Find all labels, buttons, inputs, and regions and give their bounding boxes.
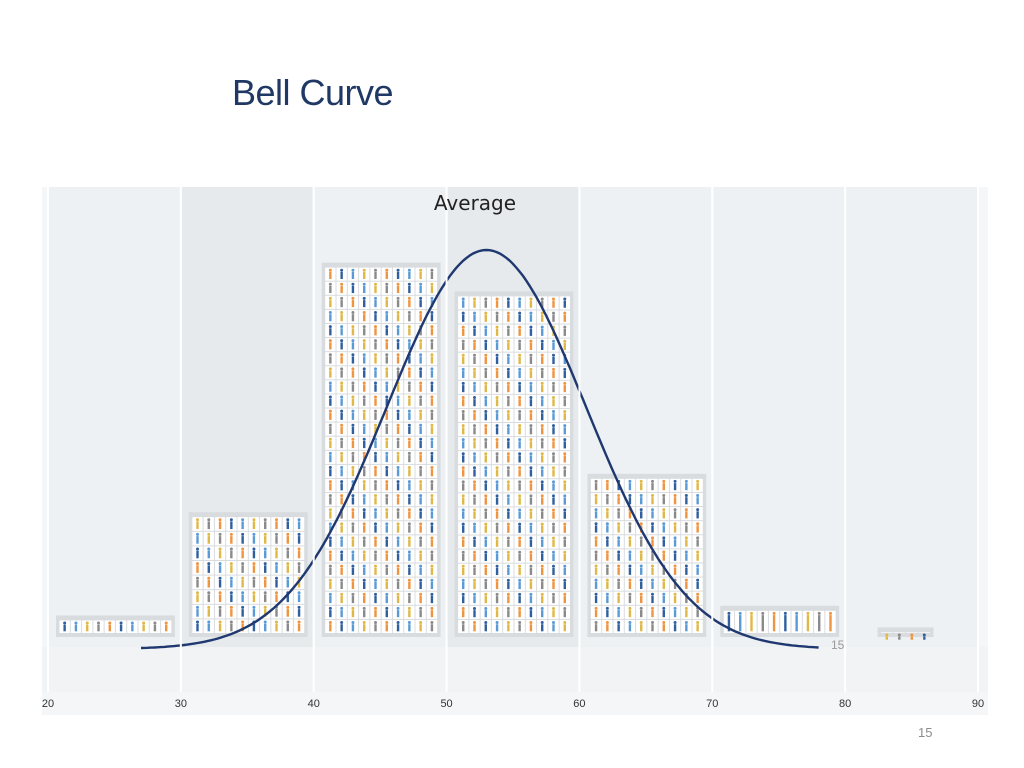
bar-pictographs — [59, 620, 172, 633]
histogram-bar — [321, 262, 441, 637]
bar-pictographs — [881, 632, 931, 640]
bell-curve-overlay — [140, 248, 819, 650]
x-tick-label: 80 — [839, 698, 851, 710]
x-tick-label: 30 — [175, 698, 187, 710]
bell-curve-line — [140, 248, 819, 650]
histogram-bar — [587, 473, 707, 637]
histogram-bar — [56, 615, 175, 637]
bin-panel — [713, 187, 845, 647]
x-tick-label: 20 — [42, 698, 54, 710]
slide-title: Bell Curve — [232, 72, 394, 113]
bar-pictographs — [723, 610, 836, 633]
average-annotation: Average — [433, 191, 517, 215]
x-tick-label: 70 — [706, 698, 718, 710]
histogram-bar — [454, 291, 574, 637]
x-axis: 20 30 40 50 60 70 80 90 — [42, 187, 984, 710]
histogram-bar — [877, 627, 934, 640]
curve-end-label: 15 — [831, 638, 845, 652]
x-tick-label: 40 — [308, 698, 320, 710]
bar-frame — [877, 627, 934, 637]
bin-panel — [49, 187, 180, 647]
x-tick-label: 50 — [440, 698, 452, 710]
bar-pictographs — [192, 517, 305, 633]
x-tick-label: 90 — [972, 698, 984, 710]
bin-panel — [846, 187, 977, 647]
histogram-bar — [720, 605, 840, 637]
axis-band — [42, 647, 988, 692]
page-number: 15 — [918, 725, 933, 740]
bar-pictographs — [325, 267, 438, 633]
x-tick-label: 60 — [573, 698, 585, 710]
histogram-bar — [188, 512, 308, 637]
bar-pictographs — [458, 296, 570, 633]
histogram-bars — [56, 262, 934, 640]
